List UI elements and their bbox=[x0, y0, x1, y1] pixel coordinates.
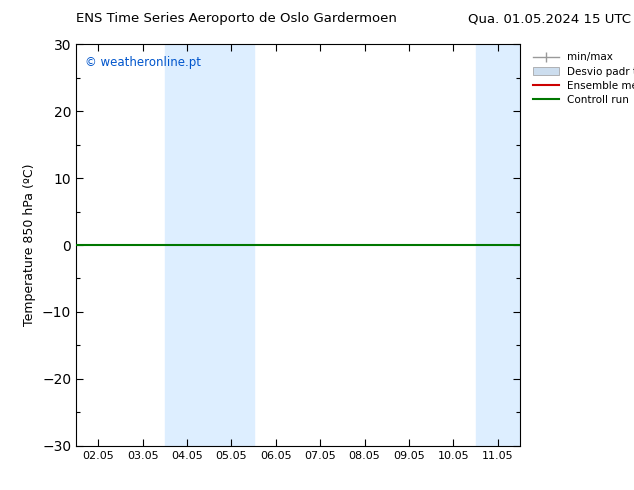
Y-axis label: Temperature 850 hPa (ºC): Temperature 850 hPa (ºC) bbox=[23, 164, 36, 326]
Bar bbox=[165, 44, 254, 446]
Text: Qua. 01.05.2024 15 UTC: Qua. 01.05.2024 15 UTC bbox=[468, 12, 631, 25]
Text: ENS Time Series Aeroporto de Oslo Gardermoen: ENS Time Series Aeroporto de Oslo Garder… bbox=[76, 12, 397, 25]
Legend: min/max, Desvio padr tilde;o, Ensemble mean run, Controll run: min/max, Desvio padr tilde;o, Ensemble m… bbox=[529, 49, 634, 108]
Bar bbox=[476, 44, 542, 446]
Text: © weatheronline.pt: © weatheronline.pt bbox=[85, 56, 201, 69]
